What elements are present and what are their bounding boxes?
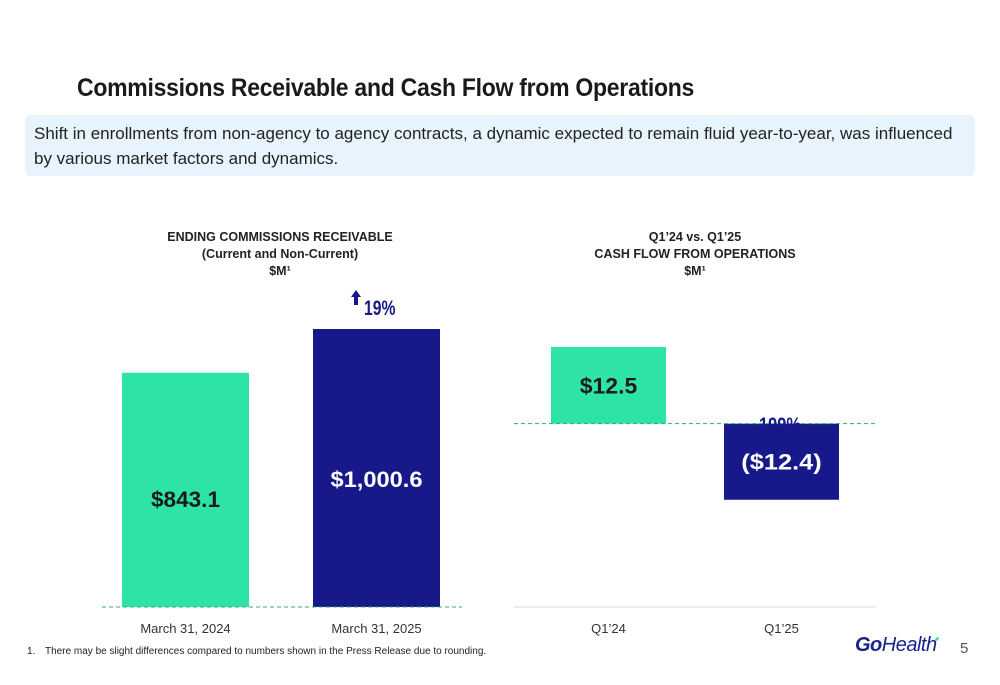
arrow-up-icon xyxy=(351,290,361,305)
data-label: $1,000.6 xyxy=(331,467,423,492)
footnote: 1. There may be slight differences compar… xyxy=(27,646,486,657)
chart-title-cashflow: Q1’24 vs. Q1’25 CASH FLOW FROM OPERATION… xyxy=(545,229,845,280)
callout-text: Shift in enrollments from non-agency to … xyxy=(34,124,953,168)
change-label: 199% xyxy=(759,414,801,437)
data-label: $843.1 xyxy=(151,487,220,512)
tick-label: Q1’25 xyxy=(764,621,799,636)
callout-box: Shift in enrollments from non-agency to … xyxy=(25,115,975,176)
bar-receivable-0 xyxy=(122,372,249,607)
page-number: 5 xyxy=(960,640,969,657)
chart-title-line: (Current and Non-Current) xyxy=(201,247,359,261)
footnote-number: 1. xyxy=(27,646,36,657)
data-label: $12.5 xyxy=(580,373,638,398)
tick-label: March 31, 2024 xyxy=(140,621,230,636)
chart-title-line: Q1’24 vs. Q1’25 xyxy=(648,230,742,244)
footnote-text: There may be slight differences compared… xyxy=(45,646,487,657)
tick-label: March 31, 2025 xyxy=(331,621,421,636)
data-label: ($12.4) xyxy=(741,450,822,475)
arrow-down-icon xyxy=(745,426,755,442)
chart-title-receivable: ENDING COMMISSIONS RECEIVABLE (Current a… xyxy=(130,229,430,280)
tick-label: Q1’24 xyxy=(591,621,626,636)
slide-title: Commissions Receivable and Cash Flow fro… xyxy=(77,74,695,102)
gohealth-logo: GoHealth xyxy=(855,634,937,657)
change-label: 19% xyxy=(364,297,396,320)
bar-receivable-1 xyxy=(313,329,440,607)
chart-title-line: $M¹ xyxy=(269,264,291,278)
bar-cashflow-0 xyxy=(551,347,666,424)
chart-title-line: CASH FLOW FROM OPERATIONS xyxy=(594,247,796,261)
chart-title-line: ENDING COMMISSIONS RECEIVABLE xyxy=(167,230,393,244)
leaf-icon xyxy=(935,637,939,641)
logo-health: Health xyxy=(881,634,937,656)
chart-title-line: $M¹ xyxy=(684,264,706,278)
logo-go: Go xyxy=(855,634,882,656)
bar-cashflow-1 xyxy=(724,423,839,500)
